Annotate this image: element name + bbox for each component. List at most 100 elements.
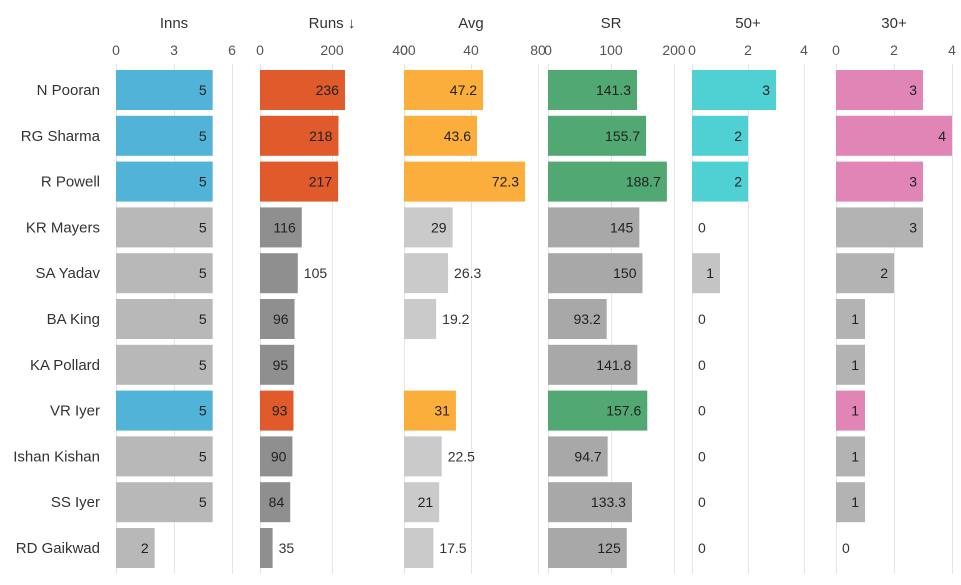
thirties-value-label-1: 4 xyxy=(938,128,946,144)
thirties-value-label-0: 3 xyxy=(909,82,917,98)
sr-value-label-9: 133.3 xyxy=(591,494,626,510)
runs-value-label-5: 96 xyxy=(273,311,289,327)
runs-value-label-3: 116 xyxy=(273,219,296,235)
fifties-value-label-3: 0 xyxy=(698,219,706,235)
runs-value-label-7: 93 xyxy=(272,403,288,419)
sr-panel-title: SR xyxy=(601,15,622,32)
fifties-panel-title: 50+ xyxy=(735,15,761,32)
thirties-value-label-4: 2 xyxy=(880,265,888,281)
row-label-9: SS Iyer xyxy=(51,494,100,511)
fifties-value-label-7: 0 xyxy=(698,403,706,419)
avg-value-label-5: 19.2 xyxy=(442,311,469,327)
thirties-bar-2 xyxy=(836,161,923,202)
row-label-6: KA Pollard xyxy=(30,357,100,374)
fifties-bar-1 xyxy=(692,115,748,156)
fifties-value-label-0: 3 xyxy=(762,82,770,98)
sr-value-label-7: 157.6 xyxy=(606,403,641,419)
avg-bar-10 xyxy=(404,528,434,568)
thirties-value-label-6: 1 xyxy=(851,357,859,373)
inns-value-label-6: 5 xyxy=(199,357,207,373)
runs-value-label-2: 217 xyxy=(309,174,333,190)
fifties-value-label-5: 0 xyxy=(698,311,706,327)
runs-panel-title: Runs ↓ xyxy=(309,15,356,32)
sr-value-label-1: 155.7 xyxy=(605,128,640,144)
inns-value-label-0: 5 xyxy=(199,82,207,98)
thirties-value-label-2: 3 xyxy=(909,174,917,190)
avg-value-label-7: 31 xyxy=(434,403,450,419)
sr-tick-label-2: 200 xyxy=(662,42,686,58)
inns-bar-0 xyxy=(116,70,213,110)
thirties-value-label-3: 3 xyxy=(909,219,917,235)
row-label-10: RD Gaikwad xyxy=(16,540,100,557)
runs-bar-9 xyxy=(260,482,291,523)
sr-value-label-6: 141.8 xyxy=(596,357,631,373)
row-label-3: KR Mayers xyxy=(26,219,100,236)
fifties-bar-4 xyxy=(692,253,720,294)
thirties-value-label-5: 1 xyxy=(851,311,859,327)
fifties-bar-2 xyxy=(692,161,748,202)
thirties-tick-label-0: 0 xyxy=(832,42,840,58)
inns-tick-label-0: 0 xyxy=(112,42,120,58)
inns-value-label-5: 5 xyxy=(199,311,207,327)
runs-bar-6 xyxy=(260,344,295,385)
avg-value-label-8: 22.5 xyxy=(448,448,475,464)
avg-bar-9 xyxy=(404,482,440,523)
runs-bar-4 xyxy=(260,253,298,294)
avg-value-label-9: 21 xyxy=(418,494,434,510)
runs-value-label-6: 95 xyxy=(273,357,289,373)
inns-value-label-3: 5 xyxy=(199,219,207,235)
avg-bar-4 xyxy=(404,253,449,294)
inns-value-label-2: 5 xyxy=(199,174,207,190)
inns-tick-label-1: 3 xyxy=(170,42,178,58)
thirties-value-label-8: 1 xyxy=(851,448,859,464)
thirties-panel-title: 30+ xyxy=(881,15,907,32)
avg-bar-7 xyxy=(404,390,456,431)
avg-bar-1 xyxy=(404,115,478,156)
avg-bar-8 xyxy=(404,436,442,477)
sr-bar-5 xyxy=(548,299,607,339)
thirties-value-label-10: 0 xyxy=(842,540,850,556)
avg-value-label-0: 47.2 xyxy=(450,82,477,98)
thirties-bar-5 xyxy=(836,299,865,339)
sr-bar-0 xyxy=(548,70,638,110)
fifties-value-label-6: 0 xyxy=(698,357,706,373)
row-label-5: BA King xyxy=(47,311,100,328)
runs-bar-7 xyxy=(260,390,294,431)
avg-value-label-3: 29 xyxy=(431,219,447,235)
thirties-tick-label-1: 2 xyxy=(890,42,898,58)
avg-bar-0 xyxy=(404,70,484,110)
fifties-value-label-4: 1 xyxy=(706,265,714,281)
runs-value-label-1: 218 xyxy=(309,128,333,144)
sr-bar-8 xyxy=(548,436,608,477)
sr-value-label-0: 141.3 xyxy=(596,82,631,98)
runs-tick-label-1: 200 xyxy=(320,42,344,58)
sr-value-label-3: 145 xyxy=(610,219,634,235)
inns-value-label-4: 5 xyxy=(199,265,207,281)
thirties-bar-6 xyxy=(836,344,865,385)
row-label-4: SA Yadav xyxy=(36,265,101,282)
inns-value-label-7: 5 xyxy=(199,403,207,419)
runs-bar-3 xyxy=(260,207,302,248)
inns-tick-label-2: 6 xyxy=(228,42,236,58)
inns-bar-1 xyxy=(116,115,213,156)
sr-bar-4 xyxy=(548,253,643,294)
thirties-bar-9 xyxy=(836,482,865,523)
inns-bar-6 xyxy=(116,344,213,385)
avg-value-label-1: 43.6 xyxy=(444,128,471,144)
row-label-2: R Powell xyxy=(41,174,100,191)
fifties-value-label-10: 0 xyxy=(698,540,706,556)
runs-bar-1 xyxy=(260,115,339,156)
fifties-value-label-9: 0 xyxy=(698,494,706,510)
sr-tick-label-0: 0 xyxy=(544,42,552,58)
row-label-7: VR Iyer xyxy=(50,403,100,420)
inns-bar-7 xyxy=(116,390,213,431)
runs-bar-0 xyxy=(260,70,345,110)
inns-value-label-10: 2 xyxy=(141,540,149,556)
runs-value-label-10: 35 xyxy=(279,540,295,556)
avg-bar-2 xyxy=(404,161,526,202)
row-label-1: RG Sharma xyxy=(21,128,101,145)
sr-bar-1 xyxy=(548,115,647,156)
sr-tick-label-1: 100 xyxy=(599,42,623,58)
